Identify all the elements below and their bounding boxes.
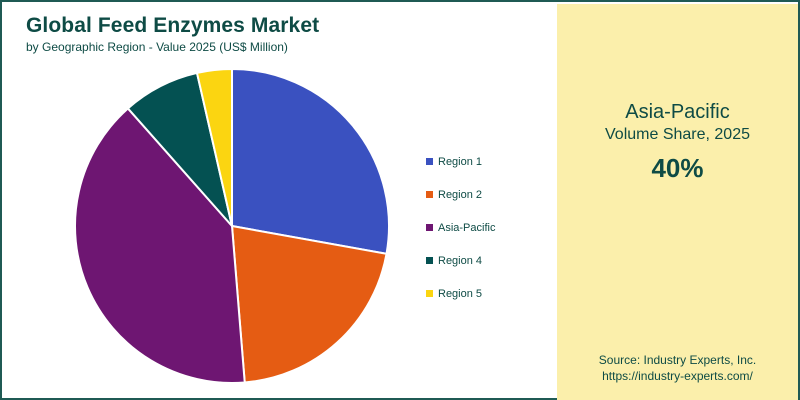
pie-slice-region-2 (230, 224, 388, 384)
legend-item: Region 4 (426, 244, 495, 277)
legend-item: Region 1 (426, 145, 495, 178)
legend-label: Region 1 (438, 155, 483, 168)
legend-label: Region 2 (438, 188, 483, 201)
legend-label: Asia-Pacific (438, 221, 496, 234)
legend-item: Region 2 (426, 178, 495, 211)
pie-chart (74, 67, 390, 384)
pie-slice-region-5 (195, 67, 233, 227)
legend-swatch (426, 257, 433, 264)
chart-legend: Region 1 Region 2 Asia-Pacific Region 4 Regi… (426, 145, 495, 310)
pie-slice-region-1 (231, 67, 390, 255)
chart-title: Global Feed Enzymes Market (26, 14, 320, 37)
legend-item: Asia-Pacific (426, 211, 495, 244)
source-url: https://industry-experts.com/ (602, 369, 753, 383)
legend-label: Region 5 (438, 287, 483, 300)
source-note: Source: Industry Experts, Inc. https://i… (557, 352, 798, 384)
pie-slice-asia-pacific (74, 107, 246, 384)
highlight-value: 40% (651, 153, 704, 183)
chart-subtitle: by Geographic Region - Value 2025 (US$ M… (26, 40, 288, 54)
legend-swatch (426, 158, 433, 165)
highlight-label: Volume Share, 2025 (605, 126, 750, 143)
legend-swatch (426, 191, 433, 198)
highlight-region: Asia-Pacific (625, 101, 730, 123)
legend-swatch (426, 290, 433, 297)
source-line: Source: Industry Experts, Inc. (598, 353, 757, 367)
legend-label: Region 4 (438, 254, 483, 267)
legend-swatch (426, 224, 433, 231)
highlight-panel: Asia-Pacific Volume Share, 2025 40% Sour… (557, 4, 798, 400)
legend-item: Region 5 (426, 277, 495, 310)
